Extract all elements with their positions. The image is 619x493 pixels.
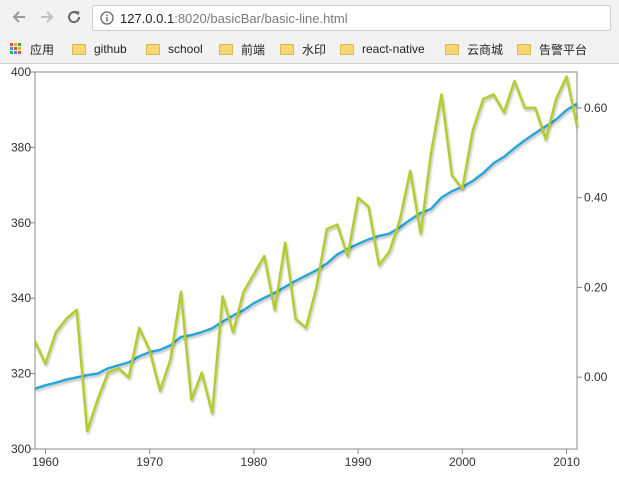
- url-host: 127.0.0.1: [120, 10, 175, 26]
- bookmark-label: 应用: [30, 42, 55, 57]
- y-left-tick-label: 380: [11, 140, 31, 154]
- bookmark-alarm-platform[interactable]: 告警平台: [517, 38, 587, 60]
- bookmark-label: 告警平台: [539, 42, 588, 57]
- back-arrow-icon: [12, 11, 25, 23]
- y-right-tick-label: 0.20: [584, 280, 608, 294]
- bookmark-label: github: [94, 42, 127, 56]
- bookmark-frontend[interactable]: 前端: [219, 38, 265, 60]
- toolbar-divider: [0, 63, 619, 64]
- forward-arrow-icon: [41, 11, 54, 23]
- y-left-tick-label: 340: [11, 291, 31, 305]
- y-left-tick-label: 400: [11, 65, 31, 79]
- bookmark-github[interactable]: github: [72, 38, 127, 60]
- temperature-anomaly-series-line: [33, 75, 579, 433]
- x-tick-label: 2000: [449, 455, 476, 469]
- back-button[interactable]: [8, 6, 30, 28]
- reload-button[interactable]: [63, 6, 85, 28]
- reload-icon: [68, 11, 81, 24]
- bookmark-label: 水印: [302, 42, 327, 57]
- bookmark-cloud-mall[interactable]: 云商城: [445, 38, 503, 60]
- bookmark-label: 云商城: [467, 42, 504, 57]
- x-tick-label: 1980: [241, 455, 268, 469]
- bookmark-react-native[interactable]: react-native: [340, 38, 425, 60]
- y-right-tick-label: 0.40: [584, 191, 608, 205]
- bookmark-label: react-native: [362, 42, 425, 56]
- folder-icon: [280, 43, 294, 55]
- bookmark-watermark[interactable]: 水印: [280, 38, 326, 60]
- x-tick-label: 1960: [32, 455, 59, 469]
- co2-series-line: [34, 102, 578, 390]
- x-tick-label: 1990: [345, 455, 372, 469]
- y-left-tick-label: 300: [11, 442, 31, 456]
- bookmark-label: 前端: [241, 42, 266, 57]
- address-bar[interactable]: 127.0.0.1:8020/basicBar/basic-line.html: [92, 5, 611, 31]
- url-path: :8020/basicBar/basic-line.html: [174, 10, 348, 26]
- chart-tick-labels: 1960 1970 1980 1990 2000 2010 300 320 340 360 380 4…: [11, 65, 608, 469]
- browser-toolbar: 127.0.0.1:8020/basicBar/basic-line.html: [0, 0, 619, 36]
- x-tick-label: 1970: [136, 455, 163, 469]
- bookmark-apps[interactable]: 应用: [10, 38, 54, 60]
- y-left-tick-label: 360: [11, 216, 31, 230]
- line-chart: 1960 1970 1980 1990 2000 2010 300 320 340 360 380 4…: [11, 65, 608, 469]
- folder-icon: [146, 43, 160, 55]
- y-right-tick-label: 0.00: [584, 370, 608, 384]
- forward-button[interactable]: [36, 6, 58, 28]
- folder-icon: [219, 43, 233, 55]
- browser-chrome: 127.0.0.1:8020/basicBar/basic-line.html …: [0, 0, 619, 64]
- x-tick-label: 2010: [553, 455, 580, 469]
- apps-grid-icon: [10, 43, 22, 55]
- y-right-tick-label: 0.60: [584, 101, 608, 115]
- folder-icon: [340, 43, 354, 55]
- plot-frame: [34, 71, 578, 450]
- y-left-tick-label: 320: [11, 367, 31, 381]
- info-icon[interactable]: [100, 11, 114, 25]
- folder-icon: [517, 43, 531, 55]
- chart-axes: [30, 71, 582, 454]
- folder-icon: [72, 43, 86, 55]
- chart-series: [33, 75, 579, 433]
- bookmark-school[interactable]: school: [146, 38, 203, 60]
- bookmark-label: school: [168, 42, 203, 56]
- bookmarks-bar: 应用 github school 前端 水印 react-native 云商城: [0, 38, 619, 60]
- folder-icon: [445, 43, 459, 55]
